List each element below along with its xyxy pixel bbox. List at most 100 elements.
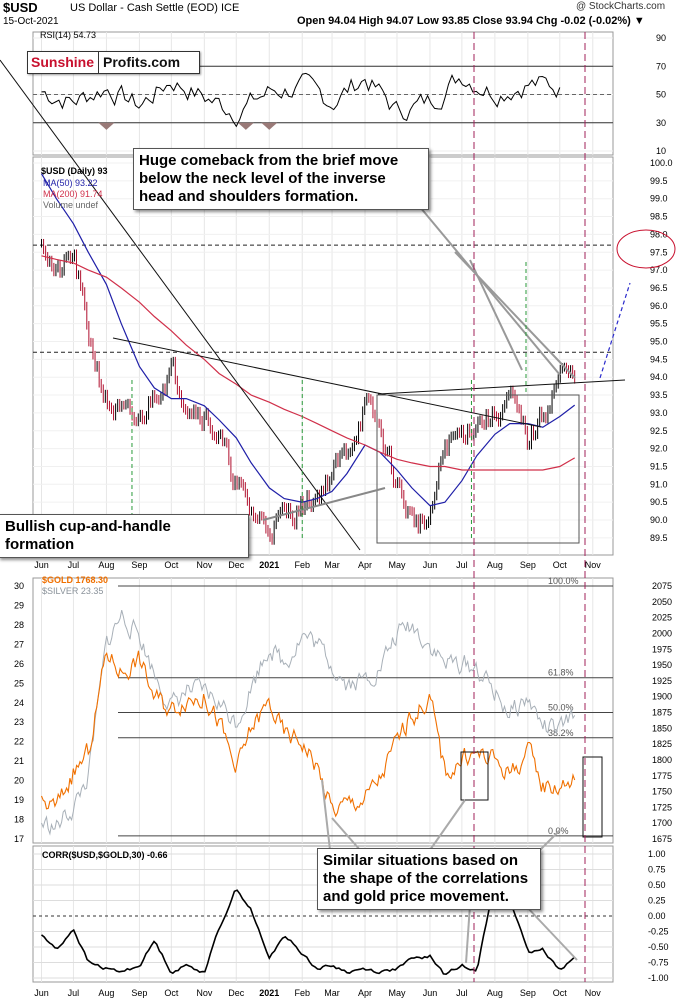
rsi-tick-label: 30 (656, 118, 666, 128)
x-tick-label-top: Apr (358, 560, 372, 570)
x-tick-label-bottom: Aug (98, 988, 114, 998)
x-tick-label-top: Sep (520, 560, 536, 570)
gold-tick-label: 1875 (652, 708, 672, 718)
gold-series-line (40, 650, 576, 818)
legend-corr: CORR($USD,$GOLD,30) -0.66 (42, 850, 168, 860)
silver-tick-label: 30 (14, 581, 24, 591)
chart-title: $USD (3, 0, 38, 15)
corr-tick-label: 1.00 (648, 849, 666, 859)
x-tick-label-top: Jun (423, 560, 438, 570)
x-tick-label-top: Sep (131, 560, 147, 570)
similar-pointer (321, 779, 331, 851)
x-tick-label-top: Oct (553, 560, 568, 570)
x-tick-label-bottom: 2021 (259, 988, 279, 998)
gold-tick-label: 1700 (652, 818, 672, 828)
x-tick-label-bottom: Oct (553, 988, 568, 998)
x-tick-label-top: Jun (34, 560, 49, 570)
usd-tick-label: 92.5 (650, 426, 668, 436)
usd-tick-label: 93.0 (650, 408, 668, 418)
corr-tick-label: 0.00 (648, 911, 666, 921)
ohlc-readout: Open 94.04 High 94.07 Low 93.85 Close 93… (297, 15, 645, 27)
silver-tick-label: 24 (14, 698, 24, 708)
rsi-tick-label: 70 (656, 61, 666, 71)
silver-tick-label: 21 (14, 756, 24, 766)
handle-box (376, 394, 580, 544)
gold-tick-label: 1800 (652, 755, 672, 765)
usd-tick-label: 98.5 (650, 212, 668, 222)
comeback-pointer-1 (419, 206, 561, 376)
corr-tick-label: -0.50 (648, 942, 669, 952)
similar-box-2 (582, 756, 603, 838)
gold-tick-label: 1900 (652, 692, 672, 702)
panel-correlation-frame (32, 845, 614, 983)
x-tick-label-top: Jul (68, 560, 80, 570)
x-tick-label-top: Oct (164, 560, 179, 570)
usd-tick-label: 97.0 (650, 265, 668, 275)
usd-tick-label: 92.0 (650, 444, 668, 454)
usd-tick-label: 95.5 (650, 319, 668, 329)
silver-tick-label: 27 (14, 639, 24, 649)
x-tick-label-bottom: Nov (196, 988, 213, 998)
rsi-tick-label: 50 (656, 90, 666, 100)
rsi-series-line (41, 72, 561, 128)
usd-tick-label: 96.0 (650, 301, 668, 311)
legend-rsi: RSI(14) 54.73 (40, 30, 97, 40)
gold-tick-label: 2000 (652, 628, 672, 638)
usd-ma50-line (40, 173, 576, 507)
gold-tick-label: 1725 (652, 802, 672, 812)
usd-tick-label: 89.5 (650, 533, 668, 543)
corr-tick-label: 0.75 (648, 865, 666, 875)
similar-pointer (429, 799, 466, 851)
gold-tick-label: 1675 (652, 834, 672, 844)
x-tick-label-bottom: Jun (34, 988, 49, 998)
neckline-descending (112, 337, 542, 428)
rsi-oversold-fill (237, 122, 254, 130)
x-tick-label-top: Aug (487, 560, 503, 570)
x-tick-label-top: Mar (324, 560, 340, 570)
x-tick-label-bottom: Nov (585, 988, 602, 998)
usd-tick-label: 90.5 (650, 497, 668, 507)
gold-tick-label: 1850 (652, 723, 672, 733)
brand-logo: Sunshine Profits.com (27, 51, 200, 74)
x-tick-label-bottom: Sep (131, 988, 147, 998)
x-tick-label-bottom: Jul (68, 988, 80, 998)
silver-tick-label: 23 (14, 717, 24, 727)
usd-tick-label: 94.5 (650, 354, 668, 364)
chart-subtitle: US Dollar - Cash Settle (EOD) ICE (70, 2, 240, 14)
annotation-similar: Similar situations based on the shape of… (317, 848, 541, 910)
fibonacci-label: 61.8% (548, 668, 574, 678)
x-tick-label-bottom: Jul (456, 988, 468, 998)
silver-tick-label: 19 (14, 795, 24, 805)
usd-tick-label: 100.0 (650, 158, 673, 168)
fibonacci-label: 50.0% (548, 703, 574, 713)
gold-tick-label: 2075 (652, 581, 672, 591)
silver-tick-label: 22 (14, 737, 24, 747)
usd-tick-label: 97.5 (650, 247, 668, 257)
chart-date: 15-Oct-2021 (3, 16, 59, 27)
similar-pointer (331, 817, 361, 851)
usd-tick-label: 98.0 (650, 229, 668, 239)
gold-tick-label: 2050 (652, 597, 672, 607)
annotation-comeback: Huge comeback from the brief move below … (133, 148, 429, 210)
corr-tick-label: 0.25 (648, 896, 666, 906)
fibonacci-label: 100.0% (548, 576, 579, 586)
legend-gold: $GOLD 1768.30 (42, 575, 109, 585)
comeback-pointer-2 (454, 251, 576, 379)
similar-pointer (524, 904, 578, 961)
gold-tick-label: 1950 (652, 660, 672, 670)
x-tick-label-bottom: Mar (324, 988, 340, 998)
neckline-ascending (377, 379, 626, 395)
annotation-cup-handle: Bullish cup-and-handle formation (0, 514, 249, 558)
x-tick-label-bottom: Jun (423, 988, 438, 998)
corr-tick-label: -0.75 (648, 958, 669, 968)
x-tick-label-bottom: Apr (358, 988, 372, 998)
logo-brand-black: Profits.com (103, 54, 181, 70)
rsi-tick-label: 90 (656, 33, 666, 43)
x-tick-label-top: Jul (456, 560, 468, 570)
projection-line (599, 282, 631, 379)
silver-tick-label: 28 (14, 620, 24, 630)
gold-tick-label: 1925 (652, 676, 672, 686)
corr-tick-label: -0.25 (648, 927, 669, 937)
gold-tick-label: 1825 (652, 739, 672, 749)
silver-tick-label: 18 (14, 815, 24, 825)
